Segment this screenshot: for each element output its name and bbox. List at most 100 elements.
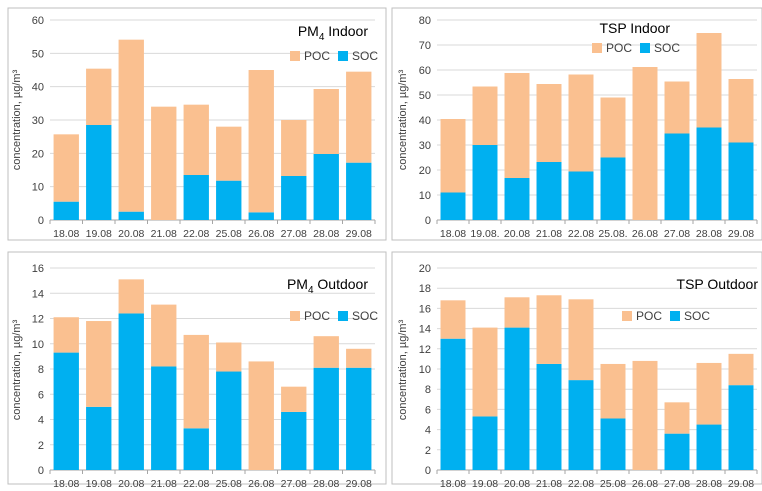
x-tick-label: 26.08 <box>248 228 274 240</box>
y-axis-label: concentration, µg/m³ <box>397 69 409 170</box>
bar-poc <box>696 33 722 128</box>
y-tick-label: 70 <box>419 40 431 52</box>
y-tick-label: 4 <box>38 415 44 427</box>
legend-label-soc: SOC <box>654 41 680 55</box>
x-tick-label: 28.08 <box>313 478 339 490</box>
y-tick-label: 12 <box>32 314 44 326</box>
x-tick-label: 21.08 <box>151 478 177 490</box>
bar-poc <box>151 106 177 220</box>
chart-title-rest: Outdoor <box>314 276 369 292</box>
x-tick-label: 27.08 <box>664 228 690 240</box>
bar-soc <box>248 212 274 220</box>
x-tick-label: 28.08 <box>313 228 339 240</box>
bar-poc <box>440 300 466 339</box>
bar-soc <box>664 133 690 220</box>
legend-swatch-soc <box>338 51 348 61</box>
bar-soc <box>183 175 209 220</box>
y-tick-label: 50 <box>32 48 44 60</box>
bar-soc <box>313 367 339 470</box>
x-tick-label: 26.08 <box>632 478 658 490</box>
legend-label-poc: POC <box>606 41 632 55</box>
chart-title-subscript: 4 <box>308 285 314 296</box>
y-tick-label: 14 <box>32 288 44 300</box>
y-tick-label: 30 <box>32 115 44 127</box>
chart-title: TSP Outdoor <box>677 276 759 292</box>
x-tick-label: 25.08 <box>600 478 626 490</box>
x-tick-label: 27.08 <box>664 478 690 490</box>
legend-label-poc: POC <box>304 49 330 63</box>
y-tick-label: 10 <box>32 182 44 194</box>
x-tick-label: 29.08 <box>346 228 372 240</box>
x-tick-label: 29.08 <box>728 478 754 490</box>
x-tick-label: 18.08 <box>440 478 466 490</box>
bar-soc <box>536 162 562 220</box>
bar-soc <box>440 338 466 470</box>
y-tick-label: 10 <box>419 364 431 376</box>
bar-poc <box>248 361 274 470</box>
y-tick-label: 0 <box>425 215 431 227</box>
y-tick-label: 2 <box>38 440 44 452</box>
x-tick-label: 25.08 <box>216 478 242 490</box>
chart-panel-1: 0 10 20 30 40 50 60 18.08 19.08 20.08 21.08 22.08 25… <box>7 7 387 241</box>
x-tick-label: 19.08 <box>86 478 112 490</box>
bar-poc <box>216 342 242 372</box>
bar-poc <box>536 295 562 364</box>
chart-title: PM4 Indoor <box>298 23 368 43</box>
legend-swatch-poc <box>290 51 300 61</box>
y-tick-label: 10 <box>32 339 44 351</box>
legend-swatch-soc <box>640 43 650 53</box>
bar-poc <box>600 97 626 158</box>
bar-poc <box>664 81 690 134</box>
bar-soc <box>696 424 722 470</box>
bar-poc <box>53 134 79 202</box>
y-tick-label: 20 <box>32 148 44 160</box>
x-tick-label: 27.08 <box>281 228 307 240</box>
bar-soc <box>53 352 79 470</box>
y-tick-label: 6 <box>38 389 44 401</box>
bar-soc <box>472 416 498 470</box>
bar-soc <box>183 428 209 470</box>
bar-poc <box>86 68 112 125</box>
y-tick-label: 80 <box>419 15 431 27</box>
x-tick-label: 28.08 <box>696 478 722 490</box>
x-tick-label: 22.08 <box>568 478 594 490</box>
bar-poc <box>281 120 307 176</box>
legend-swatch-soc <box>338 311 348 321</box>
bar-soc <box>216 371 242 470</box>
x-tick-label: 26.08 <box>248 478 274 490</box>
y-axis-label: concentration, µg/m³ <box>397 319 409 420</box>
y-tick-label: 14 <box>419 324 431 336</box>
bar-poc <box>728 79 754 143</box>
bar-soc <box>118 313 144 470</box>
legend-label-poc: POC <box>636 309 662 323</box>
y-tick-label: 0 <box>38 465 44 477</box>
y-tick-label: 16 <box>32 263 44 275</box>
bar-poc <box>281 386 307 412</box>
x-tick-label: 21.08 <box>536 478 562 490</box>
bar-poc <box>313 89 339 154</box>
x-tick-label: 21.08 <box>536 228 562 240</box>
chart-title-main: PM <box>298 23 319 39</box>
x-tick-label: 18.08 <box>53 478 79 490</box>
chart-title: TSP Indoor <box>599 20 670 36</box>
bar-soc <box>346 367 372 470</box>
x-tick-label: 25.08 <box>216 228 242 240</box>
chart-panel-4: 0 2 4 6 8 10 12 14 16 18 20 18.08 19.08 20.08 21.08 22.… <box>391 251 762 490</box>
x-tick-label: 29.08 <box>728 228 754 240</box>
bar-poc <box>536 84 562 162</box>
y-tick-label: 10 <box>419 190 431 202</box>
chart-title: PM4 Outdoor <box>287 276 368 296</box>
bar-soc <box>281 176 307 220</box>
y-tick-label: 6 <box>425 404 431 416</box>
bar-poc <box>472 86 498 145</box>
legend-swatch-soc <box>670 311 680 321</box>
y-tick-label: 8 <box>425 384 431 396</box>
legend-swatch-poc <box>290 311 300 321</box>
chart-title-main: TSP Outdoor <box>677 276 759 292</box>
bar-soc <box>504 178 530 220</box>
bar-soc <box>568 171 594 220</box>
y-axis-label: concentration, µg/m³ <box>11 319 23 420</box>
x-tick-label: 19.08. <box>470 228 499 240</box>
y-tick-label: 0 <box>425 465 431 477</box>
